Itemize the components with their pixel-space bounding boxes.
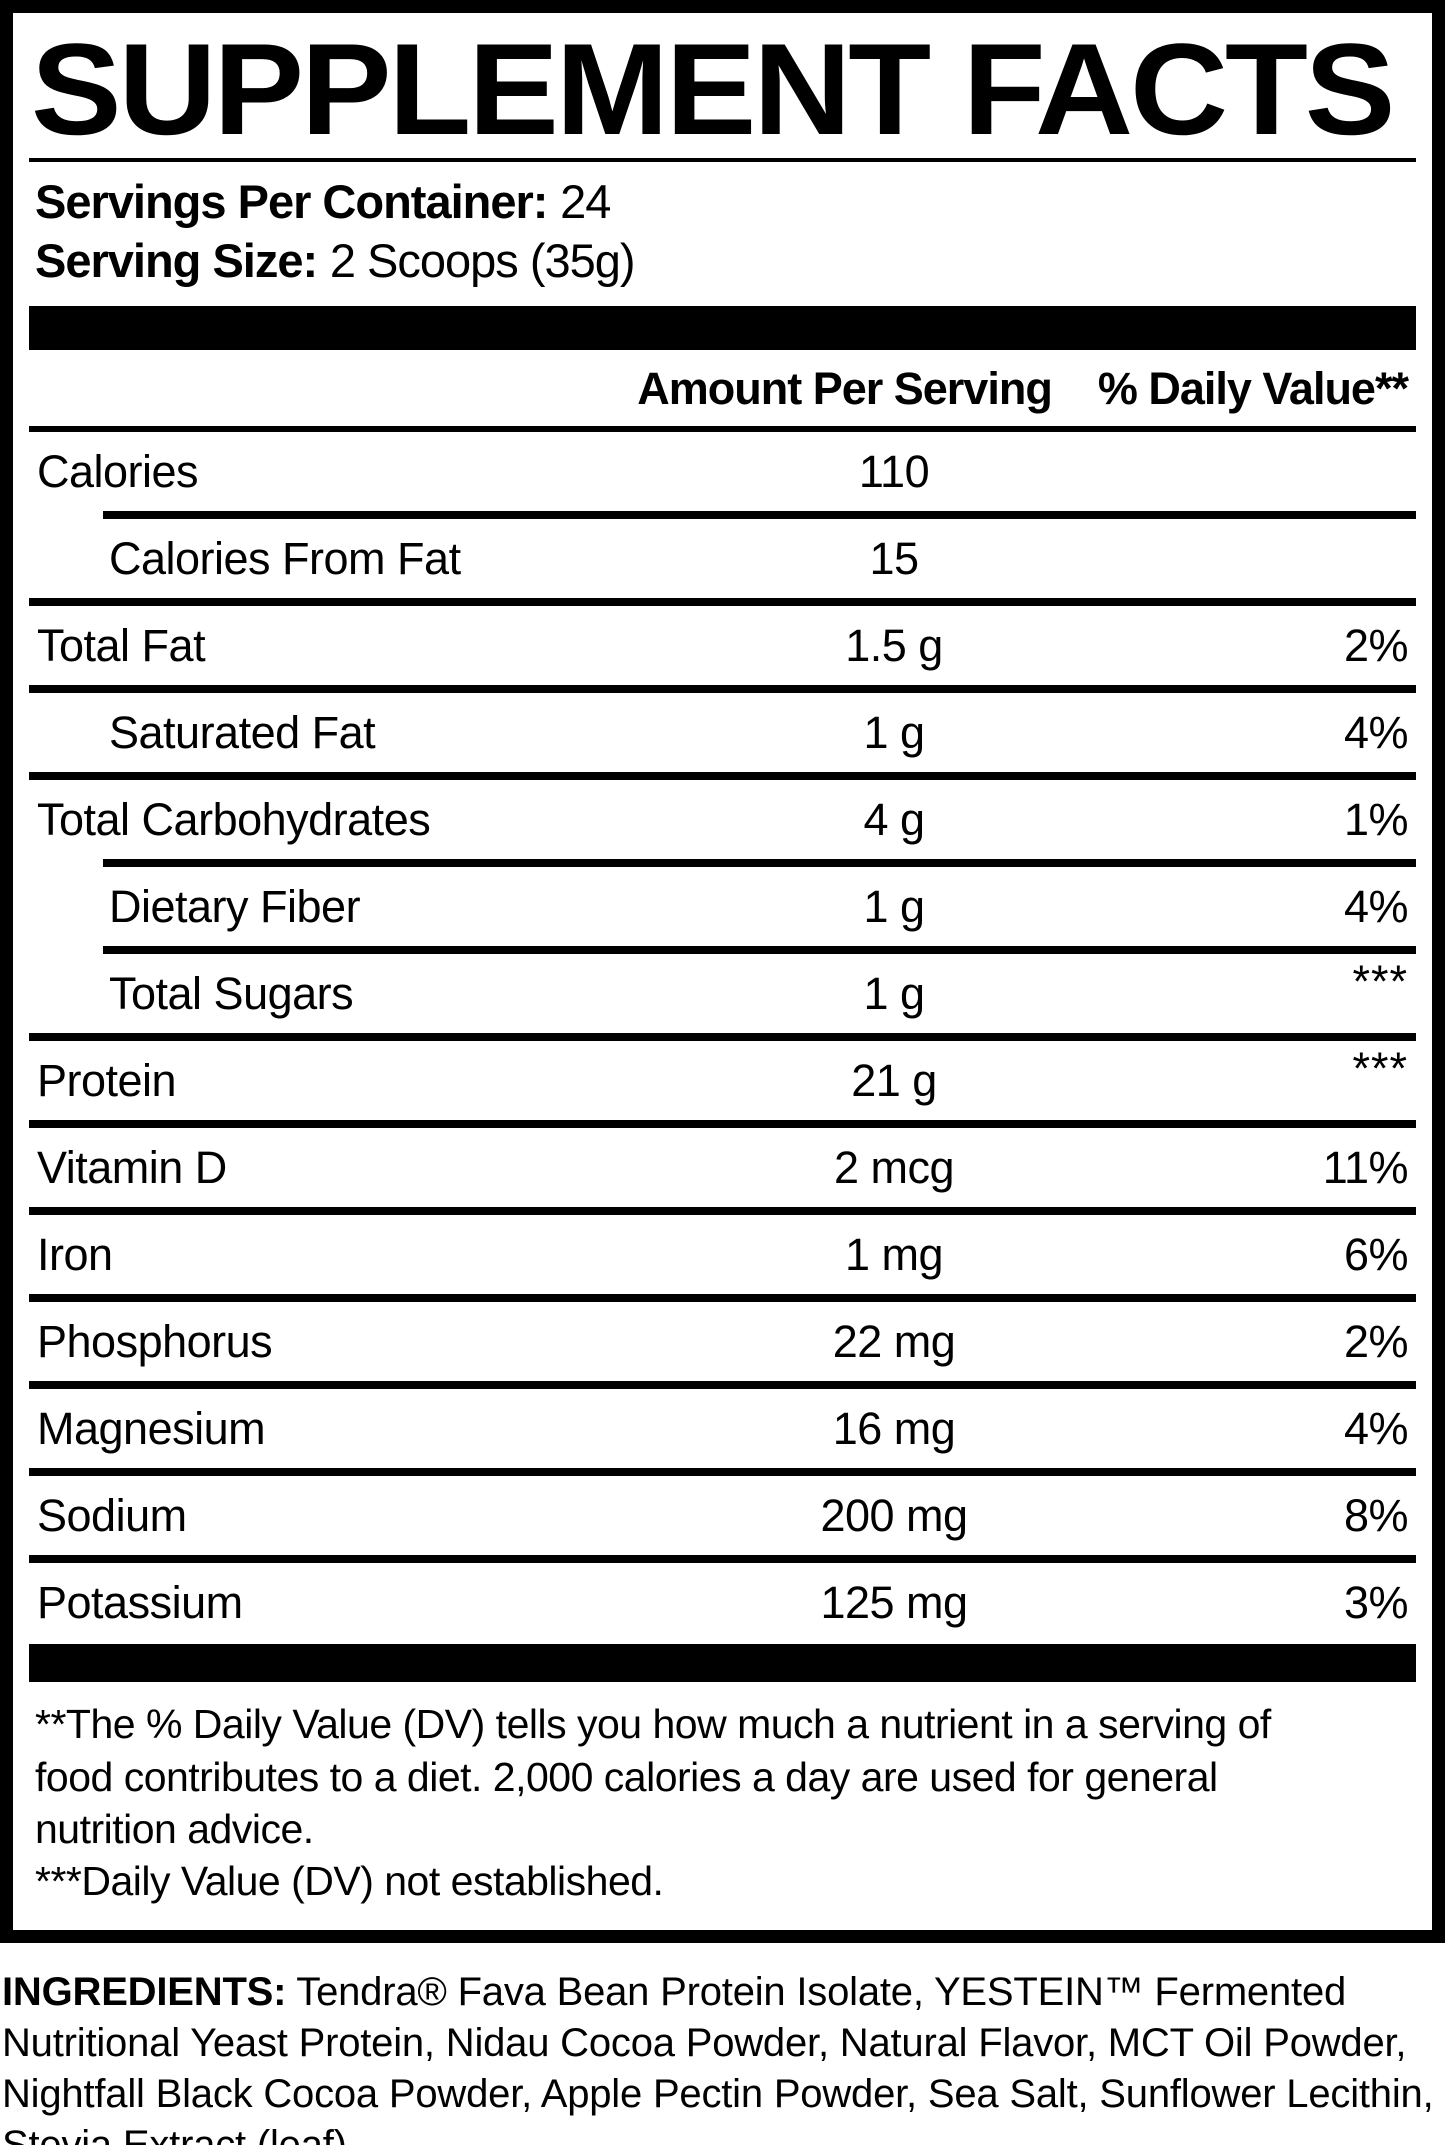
nutrient-amount: 22 mg bbox=[832, 1315, 956, 1367]
servings-per-container: Servings Per Container: 24 bbox=[29, 172, 1416, 231]
row-divider bbox=[29, 1468, 1416, 1477]
row-divider bbox=[103, 946, 1416, 955]
nutrient-amount: 110 bbox=[858, 445, 930, 497]
row-divider bbox=[29, 1294, 1416, 1303]
table-row: Protein 21 g *** bbox=[29, 1041, 1416, 1120]
table-row: Vitamin D 2 mcg 11% bbox=[29, 1128, 1416, 1207]
nutrient-dv: 2% bbox=[1343, 1315, 1409, 1367]
nutrient-dv: *** bbox=[1352, 955, 1408, 1007]
nutrient-table: Calories 110 Calories From Fat 15 Total … bbox=[29, 432, 1416, 1642]
table-row: Iron 1 mg 6% bbox=[29, 1215, 1416, 1294]
nutrient-dv: 11% bbox=[1322, 1141, 1409, 1193]
serving-size-label: Serving Size: bbox=[35, 233, 318, 287]
nutrient-dv: 8% bbox=[1343, 1489, 1409, 1541]
nutrient-amount: 15 bbox=[869, 532, 919, 584]
table-row: Total Sugars 1 g *** bbox=[29, 954, 1416, 1033]
nutrient-name: Iron bbox=[37, 1228, 113, 1280]
ingredients-text: Tendra® Fava Bean Protein Isolate, YESTE… bbox=[2, 1969, 1434, 2145]
footnote-line-1: **The % Daily Value (DV) tells you how m… bbox=[35, 1701, 1271, 1748]
nutrient-dv: 6% bbox=[1343, 1228, 1409, 1280]
nutrient-name: Saturated Fat bbox=[109, 706, 376, 758]
row-divider bbox=[29, 1033, 1416, 1042]
nutrient-name: Total Fat bbox=[37, 619, 206, 671]
ingredients: INGREDIENTS: Tendra® Fava Bean Protein Is… bbox=[0, 1967, 1445, 2145]
table-row: Calories From Fat 15 bbox=[29, 519, 1416, 598]
nutrient-name: Sodium bbox=[37, 1489, 187, 1541]
footnote-line-3: nutrition advice. bbox=[35, 1805, 314, 1852]
table-row: Total Fat 1.5 g 2% bbox=[29, 606, 1416, 685]
nutrient-amount: 1 g bbox=[863, 706, 925, 758]
row-divider bbox=[29, 772, 1416, 781]
ingredients-label: INGREDIENTS: bbox=[2, 1969, 287, 2014]
nutrient-dv: 1% bbox=[1343, 793, 1409, 845]
nutrient-amount: 125 mg bbox=[820, 1576, 968, 1628]
serving-size-value: 2 Scoops (35g) bbox=[329, 233, 636, 287]
nutrient-name: Calories From Fat bbox=[109, 532, 461, 584]
title-divider bbox=[29, 157, 1416, 162]
nutrient-name: Phosphorus bbox=[37, 1315, 273, 1367]
separator-bar-bottom bbox=[29, 1644, 1416, 1683]
nutrient-amount: 1 g bbox=[863, 967, 925, 1019]
serving-size: Serving Size: 2 Scoops (35g) bbox=[29, 231, 1416, 290]
row-divider bbox=[29, 685, 1416, 694]
row-divider bbox=[29, 1120, 1416, 1129]
nutrient-dv: 4% bbox=[1343, 1402, 1409, 1454]
nutrient-name: Magnesium bbox=[37, 1402, 266, 1454]
column-headers: Amount Per Serving % Daily Value** bbox=[29, 350, 1416, 426]
amount-per-serving-header: Amount Per Serving bbox=[637, 363, 1053, 415]
nutrient-amount: 4 g bbox=[863, 793, 925, 845]
table-row: Calories 110 bbox=[29, 432, 1416, 511]
nutrient-name: Vitamin D bbox=[37, 1141, 227, 1193]
nutrient-dv: 2% bbox=[1343, 619, 1409, 671]
nutrient-amount: 1 g bbox=[863, 880, 925, 932]
nutrient-dv: 4% bbox=[1343, 880, 1409, 932]
servings-per-container-value: 24 bbox=[560, 174, 611, 228]
row-divider bbox=[29, 1381, 1416, 1390]
nutrient-name: Total Carbohydrates bbox=[37, 793, 431, 845]
row-divider bbox=[103, 511, 1416, 520]
footnote-line-4: ***Daily Value (DV) not established. bbox=[35, 1858, 664, 1905]
row-divider bbox=[29, 1207, 1416, 1216]
table-row: Phosphorus 22 mg 2% bbox=[29, 1302, 1416, 1381]
nutrient-amount: 21 g bbox=[851, 1054, 937, 1106]
row-divider bbox=[29, 1555, 1416, 1564]
nutrient-name: Protein bbox=[37, 1054, 177, 1106]
table-row: Potassium 125 mg 3% bbox=[29, 1563, 1416, 1642]
header-divider bbox=[29, 426, 1416, 433]
panel-title: SUPPLEMENT FACTS bbox=[31, 16, 1395, 162]
servings-per-container-label: Servings Per Container: bbox=[35, 174, 548, 228]
table-row: Magnesium 16 mg 4% bbox=[29, 1389, 1416, 1468]
nutrient-name: Potassium bbox=[37, 1576, 243, 1628]
table-row: Sodium 200 mg 8% bbox=[29, 1476, 1416, 1555]
nutrient-amount: 2 mcg bbox=[833, 1141, 955, 1193]
nutrient-dv: 3% bbox=[1343, 1576, 1409, 1628]
footnote-line-2: food contributes to a diet. 2,000 calori… bbox=[35, 1753, 1218, 1800]
daily-value-header: % Daily Value** bbox=[1097, 363, 1409, 415]
nutrient-amount: 16 mg bbox=[832, 1402, 956, 1454]
separator-bar-top bbox=[29, 306, 1416, 351]
nutrient-name: Calories bbox=[37, 445, 199, 497]
nutrient-dv: 4% bbox=[1343, 706, 1409, 758]
table-row: Saturated Fat 1 g 4% bbox=[29, 693, 1416, 772]
table-row: Total Carbohydrates 4 g 1% bbox=[29, 780, 1416, 859]
nutrient-amount: 200 mg bbox=[820, 1489, 968, 1541]
nutrient-name: Dietary Fiber bbox=[109, 880, 361, 932]
nutrient-amount: 1 mg bbox=[844, 1228, 944, 1280]
footnote: **The % Daily Value (DV) tells you how m… bbox=[29, 1682, 1416, 1930]
table-row: Dietary Fiber 1 g 4% bbox=[29, 867, 1416, 946]
row-divider bbox=[103, 859, 1416, 868]
nutrient-amount: 1.5 g bbox=[845, 619, 943, 671]
row-divider bbox=[29, 598, 1416, 607]
supplement-facts-panel: SUPPLEMENT FACTS Servings Per Container:… bbox=[0, 0, 1445, 1943]
nutrient-name: Total Sugars bbox=[109, 967, 354, 1019]
nutrient-dv: *** bbox=[1352, 1042, 1408, 1094]
